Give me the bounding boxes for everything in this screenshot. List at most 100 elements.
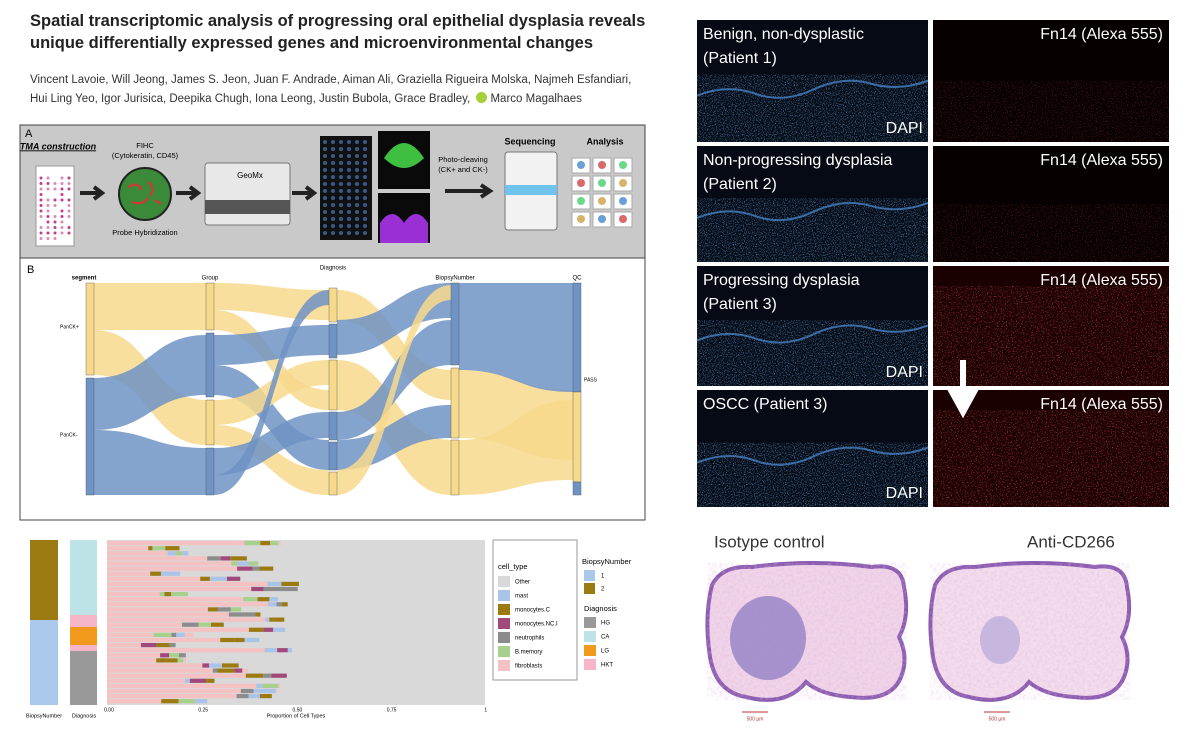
- scan-core: [331, 182, 335, 186]
- tma-core: [39, 204, 43, 207]
- step-label: TMA construction: [20, 141, 97, 151]
- cell-seg: [200, 576, 210, 581]
- column-label: QC: [573, 276, 583, 282]
- cell-seg: [150, 571, 161, 576]
- panel-label: A: [25, 128, 33, 140]
- step-label: Sequencing: [504, 136, 555, 146]
- panel-label: B: [27, 264, 34, 276]
- sankey-node: [85, 282, 95, 376]
- tma-core: [60, 220, 64, 224]
- cell-seg: [217, 607, 231, 612]
- epithelium-line: [696, 324, 929, 344]
- scan-core: [331, 196, 335, 200]
- legend-item: mast: [515, 594, 528, 600]
- row-label: (Patient 2): [703, 176, 777, 193]
- tma-core: [67, 215, 71, 218]
- cell-seg: [220, 637, 235, 643]
- row-label: Non-progressing dysplasia: [703, 152, 893, 169]
- cell-seg: [269, 617, 274, 622]
- sankey-node: [572, 481, 582, 496]
- sankey-flow: [459, 365, 573, 392]
- scan-core: [323, 217, 327, 221]
- author-text: Hui Ling Yeo, Igor Jurisica, Deepika Chu…: [30, 93, 471, 105]
- scan-core: [331, 154, 335, 158]
- cell-seg: [256, 683, 263, 688]
- cell-seg: [253, 688, 264, 694]
- paper-title: Spatial transcriptomic analysis of progr…: [30, 10, 645, 54]
- cell-seg: [244, 637, 260, 643]
- scan-core: [347, 203, 351, 207]
- cell-seg: [237, 561, 249, 566]
- scan-core: [339, 168, 343, 172]
- scan-core: [331, 147, 335, 151]
- tma-dots: [39, 176, 71, 240]
- cell-seg: [263, 627, 274, 632]
- cell-seg: [181, 551, 189, 556]
- author-line: Vincent Lavoie, Will Jeong, James S. Jeo…: [30, 74, 632, 86]
- tma-core: [39, 198, 43, 202]
- scan-core: [347, 217, 351, 221]
- scan-core: [323, 210, 327, 214]
- cell-seg: [169, 653, 180, 658]
- fibroblast-seg: [107, 699, 196, 704]
- scan-core: [323, 168, 327, 172]
- cell-seg: [245, 673, 264, 678]
- scan-core: [323, 161, 327, 165]
- histology-label: Anti-CD266: [1027, 532, 1115, 551]
- scan-core: [347, 182, 351, 186]
- x-tick-label: 0.00: [104, 707, 114, 713]
- channel-label: DAPI: [886, 364, 923, 381]
- analysis-dot: [577, 215, 585, 223]
- tma-core: [46, 215, 50, 218]
- diagnosis-bar: [70, 627, 97, 645]
- cell-seg: [171, 632, 177, 637]
- title-line: unique differentially expressed genes an…: [30, 34, 593, 52]
- cell-seg: [152, 546, 166, 551]
- tma-core: [60, 231, 64, 235]
- scan-core: [355, 210, 359, 214]
- legend-swatch: [584, 645, 596, 656]
- analysis-dot: [598, 179, 606, 187]
- sankey-node: [450, 282, 460, 366]
- analysis-dot: [619, 161, 627, 169]
- fibroblast-seg: [107, 688, 278, 694]
- row-label: Progressing dysplasia: [703, 272, 860, 289]
- sankey-node: [205, 282, 215, 331]
- tma-core: [67, 187, 71, 191]
- scan-core: [331, 224, 335, 228]
- cell-seg: [243, 597, 258, 602]
- fibroblast-seg: [107, 602, 278, 607]
- step-label: Photo-cleaving: [438, 155, 488, 164]
- scan-slide: [320, 136, 372, 240]
- bar-label: BiopsyNumber: [26, 713, 62, 719]
- fibroblast-seg: [107, 617, 282, 622]
- cell-seg: [210, 622, 224, 627]
- legend-item: neutrophils: [515, 636, 544, 642]
- cell-seg: [212, 668, 218, 673]
- row-label: Benign, non-dysplastic: [703, 26, 864, 43]
- legend-swatch: [498, 576, 510, 587]
- scale-label: 500 µm: [747, 716, 764, 722]
- scan-core: [355, 231, 359, 235]
- legend-swatch: [584, 617, 596, 628]
- scan-core: [355, 140, 359, 144]
- scale-label: 500 µm: [989, 716, 1006, 722]
- tma-core: [67, 182, 71, 185]
- cell-seg: [280, 586, 298, 592]
- legend-swatch: [498, 646, 510, 657]
- channel-label: Fn14 (Alexa 555): [1040, 26, 1163, 43]
- legend-swatch: [584, 570, 595, 581]
- cell-seg: [179, 653, 186, 658]
- legend-item: B.memory: [515, 650, 542, 656]
- scan-core: [331, 210, 335, 214]
- fibroblast-seg: [107, 622, 202, 627]
- cell-bars: [107, 541, 299, 704]
- cell-seg: [244, 612, 256, 617]
- scan-core: [363, 196, 367, 200]
- legend-title: Diagnosis: [584, 604, 617, 613]
- cell-seg: [156, 658, 167, 663]
- cell-seg: [209, 576, 227, 581]
- fibroblast-seg: [107, 612, 245, 617]
- scan-core: [355, 196, 359, 200]
- cell-seg: [251, 586, 264, 592]
